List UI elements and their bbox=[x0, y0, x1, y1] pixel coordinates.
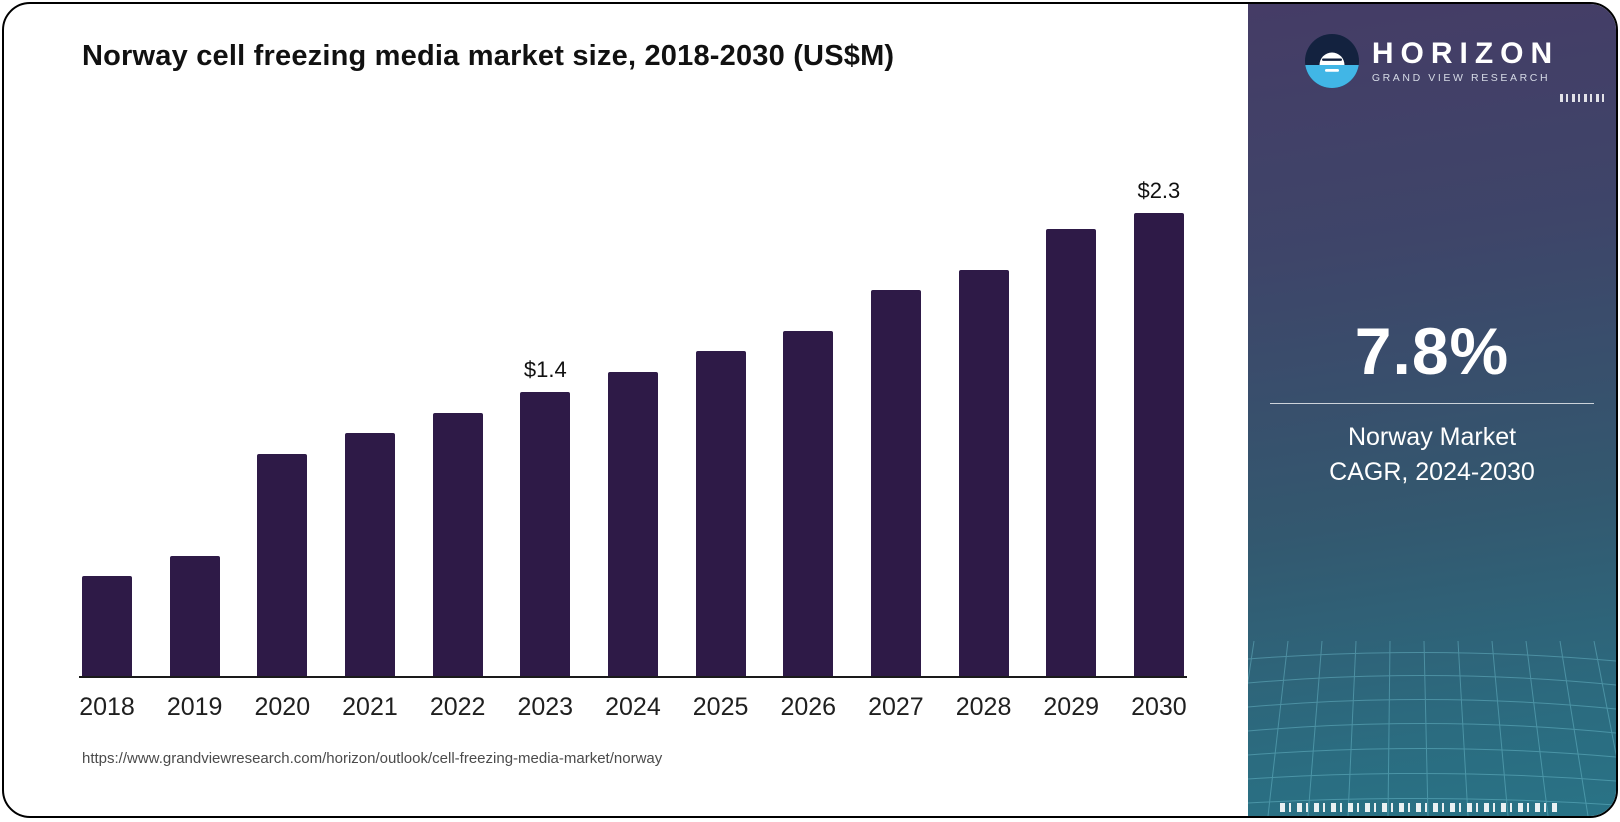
bar-2025 bbox=[695, 351, 746, 678]
bar-2029 bbox=[1046, 229, 1097, 678]
bar-2027 bbox=[870, 290, 921, 678]
cagr-label-line2: CAGR, 2024-2030 bbox=[1329, 457, 1535, 486]
x-axis-label-2030: 2030 bbox=[1131, 693, 1187, 721]
x-axis-label-2019: 2019 bbox=[166, 693, 223, 721]
x-axis-label-2023: 2023 bbox=[517, 693, 574, 721]
horizon-logo-icon bbox=[1304, 34, 1359, 88]
source-url: https://www.grandviewresearch.com/horizo… bbox=[82, 750, 663, 767]
bar-column-2022: 2022 bbox=[429, 178, 486, 724]
x-axis-label-2020: 2020 bbox=[254, 693, 311, 721]
stat-divider bbox=[1270, 403, 1594, 404]
cagr-value: 7.8% bbox=[1354, 314, 1510, 388]
bar-column-2023: $1.4 2023 bbox=[517, 178, 574, 724]
barcode-decoration bbox=[1280, 803, 1560, 812]
bar-column-2030: $2.3 2030 bbox=[1131, 178, 1187, 724]
bar-2028 bbox=[958, 270, 1009, 678]
x-axis-label-2029: 2029 bbox=[1043, 693, 1100, 721]
bar-column-2025: 2025 bbox=[692, 178, 749, 724]
bar-column-2019: 2019 bbox=[166, 178, 223, 724]
x-axis-label-2018: 2018 bbox=[79, 693, 135, 721]
bars-row: 2018 2019 2020 2021 2022 $1.4 2023 2024 2025 2026… bbox=[79, 178, 1187, 724]
chart-title: Norway cell freezing media market size, … bbox=[82, 40, 895, 72]
bar-2018 bbox=[82, 576, 132, 678]
bar-column-2024: 2024 bbox=[605, 178, 661, 724]
bar-2020 bbox=[257, 454, 308, 678]
x-axis-label-2027: 2027 bbox=[868, 693, 924, 721]
bar-value-label-2023: $1.4 bbox=[523, 357, 567, 382]
brand-subtitle: GRAND VIEW RESEARCH bbox=[1371, 72, 1551, 85]
bar-column-2029: 2029 bbox=[1043, 178, 1100, 724]
bar-column-2021: 2021 bbox=[342, 178, 398, 724]
bar-column-2026: 2026 bbox=[780, 178, 837, 724]
bar-2023 bbox=[520, 392, 571, 678]
bar-column-2020: 2020 bbox=[255, 178, 310, 724]
x-axis-label-2026: 2026 bbox=[780, 693, 837, 721]
x-axis-label-2024: 2024 bbox=[605, 693, 661, 721]
x-axis-line bbox=[79, 676, 1187, 678]
x-axis-label-2028: 2028 bbox=[955, 693, 1012, 721]
bar-2019 bbox=[169, 556, 220, 678]
x-axis-label-2022: 2022 bbox=[429, 693, 486, 721]
brand-sidebar: HORIZON GRAND VIEW RESEARCH 7.8% Norway … bbox=[1248, 4, 1616, 816]
cagr-label: Norway Market CAGR, 2024-2030 bbox=[1248, 420, 1616, 489]
x-axis-label-2021: 2021 bbox=[342, 693, 398, 721]
bar-2022 bbox=[432, 413, 483, 678]
x-axis-label-2025: 2025 bbox=[692, 693, 749, 721]
mesh-decoration bbox=[1248, 641, 1616, 816]
bar-column-2028: 2028 bbox=[955, 178, 1012, 724]
bar-2024 bbox=[607, 372, 658, 678]
logo-text: HORIZON GRAND VIEW RESEARCH bbox=[1372, 38, 1559, 85]
bar-column-2027: 2027 bbox=[868, 178, 924, 724]
bar-value-label-2030: $2.3 bbox=[1137, 178, 1181, 203]
bar-2021 bbox=[344, 433, 395, 678]
bar-column-2018: 2018 bbox=[79, 178, 135, 724]
logo: HORIZON GRAND VIEW RESEARCH bbox=[1304, 34, 1559, 88]
bar-2026 bbox=[783, 331, 834, 678]
chart-panel: Norway cell freezing media market size, … bbox=[4, 4, 1248, 816]
barcode-top-decoration bbox=[1560, 94, 1606, 102]
bar-2030 bbox=[1133, 213, 1184, 679]
bar-chart: 2018 2019 2020 2021 2022 $1.4 2023 2024 2025 2026… bbox=[79, 178, 1187, 724]
brand-name: HORIZON bbox=[1371, 36, 1560, 70]
cagr-stat: 7.8% Norway Market CAGR, 2024-2030 bbox=[1248, 313, 1616, 489]
cagr-label-line1: Norway Market bbox=[1347, 423, 1517, 451]
